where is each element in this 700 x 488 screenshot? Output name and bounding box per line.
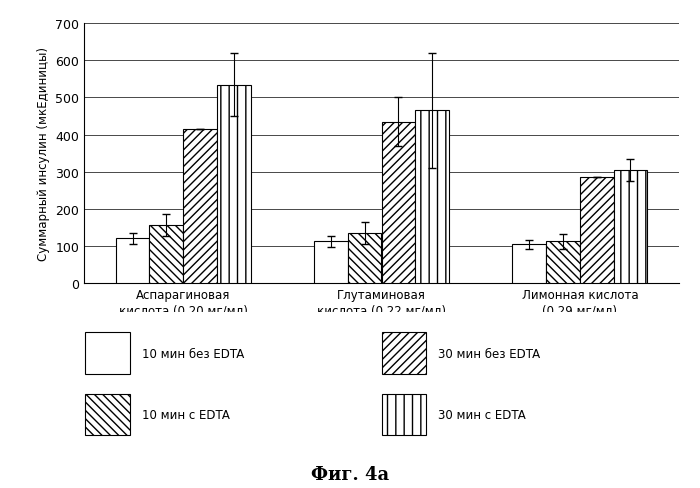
- Bar: [85, 333, 130, 374]
- Text: 30 мин без EDTA: 30 мин без EDTA: [438, 347, 540, 360]
- Text: 10 мин без EDTA: 10 мин без EDTA: [142, 347, 244, 360]
- Bar: [314, 242, 348, 283]
- Bar: [348, 233, 382, 283]
- Bar: [382, 333, 426, 374]
- Bar: [183, 130, 217, 283]
- Bar: [546, 242, 580, 283]
- Y-axis label: Суммарный инсулин (мкЕдиницы): Суммарный инсулин (мкЕдиницы): [36, 47, 50, 261]
- Bar: [613, 170, 648, 283]
- Bar: [512, 245, 546, 283]
- Bar: [116, 239, 150, 283]
- Bar: [382, 394, 426, 435]
- Bar: [580, 178, 613, 283]
- Text: 30 мин с EDTA: 30 мин с EDTA: [438, 408, 526, 421]
- Bar: [150, 226, 183, 283]
- Bar: [85, 394, 130, 435]
- Text: Фиг. 4а: Фиг. 4а: [311, 465, 389, 483]
- Bar: [415, 111, 449, 283]
- Bar: [217, 85, 251, 283]
- Bar: [382, 122, 415, 283]
- Text: 10 мин с EDTA: 10 мин с EDTA: [142, 408, 230, 421]
